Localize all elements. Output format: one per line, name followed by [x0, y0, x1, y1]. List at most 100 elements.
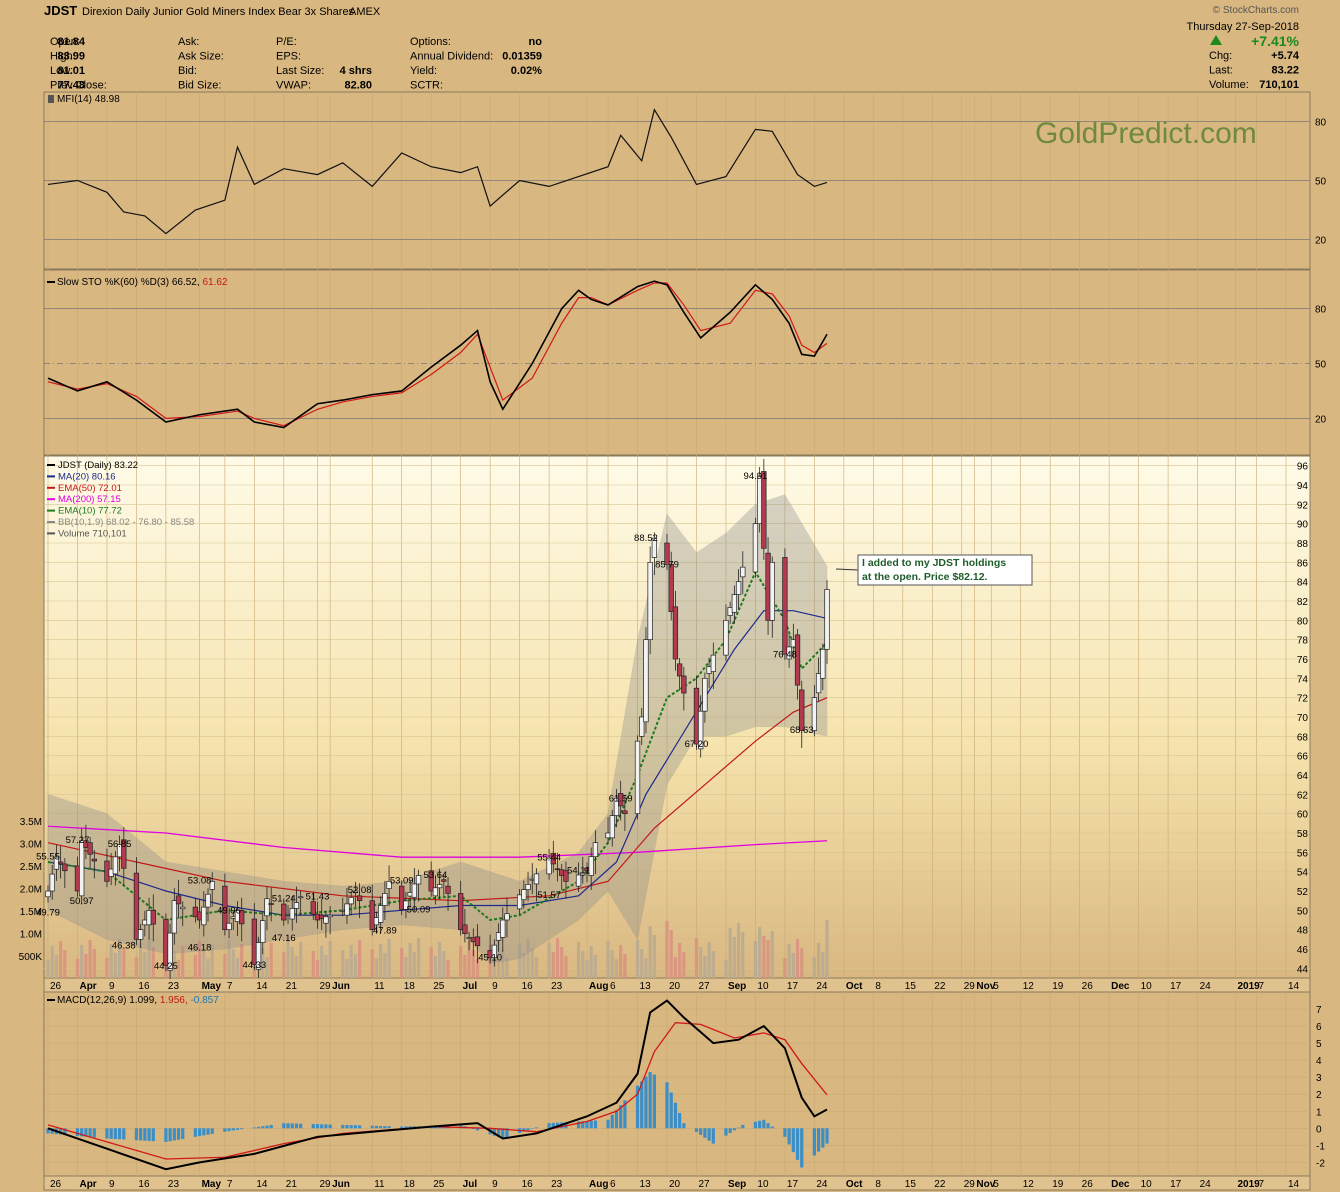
volume-bar	[341, 950, 345, 978]
macd-hist-bar	[648, 1072, 652, 1129]
candle-body	[293, 902, 300, 909]
date-label: Apr	[79, 1179, 96, 1190]
macd-hist-bar	[223, 1128, 227, 1132]
price-tick: 50	[1297, 906, 1309, 917]
date-label: 7	[227, 981, 233, 992]
candle-body	[613, 797, 620, 816]
volume-bar	[379, 944, 383, 978]
macd-hist-bar	[770, 1126, 774, 1129]
volume-bar	[240, 944, 244, 978]
candle-body	[668, 563, 674, 612]
price-label: 47.16	[272, 933, 296, 944]
macd-hist-bar	[635, 1085, 640, 1129]
price-tick: 72	[1297, 694, 1309, 705]
candle-body	[672, 606, 679, 660]
candle-body	[205, 893, 211, 908]
volume-bar	[703, 956, 707, 978]
macd-hist-bar	[324, 1124, 328, 1129]
candle-body	[769, 561, 775, 621]
volume-bar	[576, 942, 581, 978]
volume-bar	[88, 940, 92, 978]
date-label: 26	[1082, 981, 1094, 992]
candle-body	[740, 566, 746, 578]
price-label: 50.09	[407, 904, 431, 915]
candle-body	[369, 900, 375, 931]
mfi-tick: 80	[1315, 118, 1327, 129]
price-label: 44.33	[242, 960, 266, 971]
date-label: 19	[1052, 981, 1064, 992]
volume-bar	[438, 942, 442, 978]
price-label: 53.09	[390, 875, 414, 886]
candle-body	[327, 914, 333, 918]
volume-bar	[581, 951, 585, 978]
price-label: 51.43	[306, 892, 330, 903]
mfi-legend-icon	[48, 95, 54, 103]
ma-200--line	[47, 825, 828, 858]
macd-hist-bar	[707, 1128, 711, 1141]
date-label: 9	[492, 1179, 498, 1190]
date-label: 17	[787, 1179, 799, 1190]
volume-bar	[753, 941, 758, 978]
price-label: 56.85	[108, 839, 132, 850]
price-tick: 60	[1297, 810, 1309, 821]
date-label: 24	[1200, 1179, 1212, 1190]
candle-body	[618, 793, 624, 807]
price-label: 51.24	[272, 893, 296, 904]
date-label: 6	[610, 1179, 616, 1190]
price-label: 85.79	[655, 559, 679, 570]
price-label: 46.38	[112, 940, 136, 951]
volume-bar	[181, 946, 185, 978]
volume-bar	[139, 943, 143, 978]
price-tick: 80	[1297, 616, 1309, 627]
volume-bar	[644, 958, 648, 978]
legend-entry: MA(200) 57.15	[58, 494, 121, 505]
macd-hist-bar	[290, 1123, 294, 1129]
macd-hist-bar	[644, 1076, 648, 1129]
candle-body	[546, 857, 552, 875]
volume-bar	[707, 942, 711, 978]
volume-bar	[412, 952, 416, 978]
macd-hist-bar	[791, 1128, 795, 1153]
macd-hist-bar	[732, 1128, 736, 1131]
macd-hist-bar	[404, 1126, 408, 1129]
date-label: 22	[934, 981, 946, 992]
ma-20--line	[47, 610, 828, 916]
gridlines	[44, 92, 1310, 1176]
date-label: 14	[1288, 1179, 1300, 1190]
date-label: Nov	[976, 981, 995, 992]
macd-tick: 5	[1316, 1039, 1322, 1050]
candle-body	[432, 887, 439, 897]
date-label: 27	[698, 1179, 710, 1190]
candle-body	[811, 697, 818, 731]
axis-ticks: 2626AprApr9916162323MayMay77141421212929…	[19, 118, 1327, 1191]
candle-body	[403, 900, 409, 910]
date-label: 19	[1052, 1179, 1064, 1190]
macd-hist-bar	[139, 1128, 143, 1141]
field-label: Ask:	[178, 36, 199, 48]
volume-bar	[235, 958, 240, 978]
volume-bar	[92, 949, 96, 978]
pct-change: +7.41%	[1251, 33, 1299, 49]
price-tick: 56	[1297, 848, 1309, 859]
macd-hist-bar	[282, 1123, 286, 1129]
candle-body	[782, 557, 788, 655]
macd-hist-bar	[694, 1128, 699, 1132]
date-label: 17	[1170, 1179, 1182, 1190]
right-field-label: Last:	[1209, 65, 1233, 77]
volume-bar	[294, 956, 299, 978]
price-label: 45.10	[478, 953, 502, 964]
macd-hist-bar	[766, 1123, 770, 1129]
candle-body	[504, 913, 510, 921]
field-label: Last Size:	[276, 65, 324, 77]
mfi-tick: 20	[1315, 236, 1327, 247]
field-value: 83.99	[57, 51, 85, 63]
macd-hist-bar	[728, 1128, 732, 1133]
macd-hist-bar	[227, 1128, 231, 1132]
volume-bar	[433, 956, 438, 978]
candle-body	[175, 895, 182, 905]
mfi-tick: 50	[1315, 177, 1327, 188]
sto-k-line	[47, 280, 828, 429]
macd-hist-bar	[387, 1126, 391, 1129]
volume-bar	[787, 944, 791, 978]
candle-body	[121, 839, 127, 869]
